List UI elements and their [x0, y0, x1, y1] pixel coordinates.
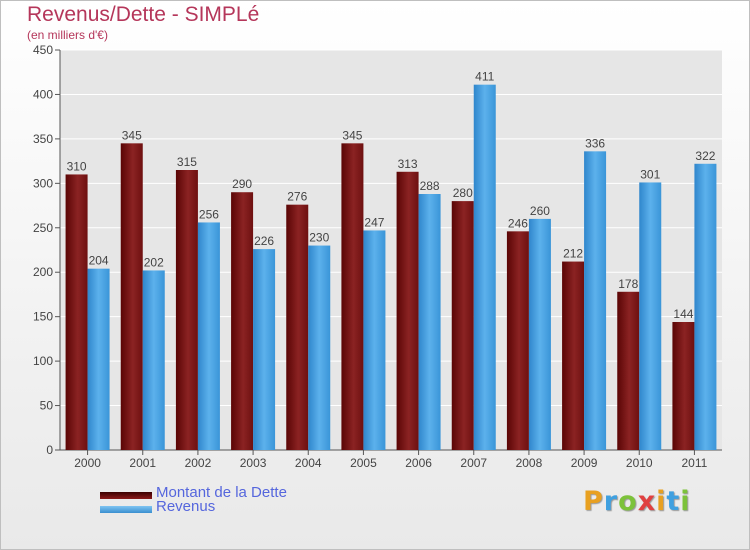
y-tick-label: 0 [46, 443, 53, 457]
data-label-revenus: 260 [530, 204, 550, 218]
data-label-revenus: 322 [695, 149, 715, 163]
x-tick-label: 2004 [295, 456, 322, 470]
logo-letter: i [680, 486, 691, 517]
y-tick-label: 350 [33, 132, 53, 146]
data-label-revenus: 411 [475, 70, 494, 84]
bar-revenus [473, 84, 496, 451]
data-label-revenus: 336 [585, 136, 605, 150]
data-label-dette: 212 [563, 247, 583, 261]
data-label-revenus: 204 [89, 254, 109, 268]
logo-letter: x [637, 486, 657, 517]
bar-revenus [363, 230, 386, 450]
logo-letter: o [618, 486, 638, 517]
data-label-revenus: 301 [640, 167, 660, 181]
bar-dette [286, 204, 309, 450]
x-tick-label: 2000 [74, 456, 101, 470]
y-tick-label: 100 [33, 354, 53, 368]
bar-dette [672, 322, 695, 450]
data-label-dette: 313 [398, 157, 418, 171]
y-tick-label: 50 [40, 399, 54, 413]
data-label-dette: 144 [673, 307, 693, 321]
legend-label-revenus: Revenus [156, 498, 216, 515]
bar-revenus [418, 194, 441, 450]
x-tick-label: 2009 [571, 456, 598, 470]
bar-revenus [87, 268, 110, 450]
bar-dette [396, 171, 419, 450]
x-tick-label: 2001 [129, 456, 156, 470]
data-label-dette: 246 [508, 216, 528, 230]
y-tick-label: 450 [33, 43, 53, 57]
x-tick-label: 2007 [460, 456, 487, 470]
x-tick-label: 2003 [240, 456, 267, 470]
y-tick-label: 250 [33, 221, 53, 235]
bar-dette [341, 143, 364, 451]
y-tick-label: 150 [33, 310, 53, 324]
data-label-dette: 290 [232, 177, 252, 191]
logo-letter: r [603, 486, 619, 517]
data-label-dette: 178 [618, 277, 638, 291]
bar-revenus [197, 222, 220, 450]
logo-letter: t [666, 486, 681, 517]
data-label-revenus: 247 [364, 215, 384, 229]
chart-subtitle: (en milliers d'€) [27, 28, 108, 42]
bar-dette [175, 170, 198, 450]
bar-dette [231, 192, 254, 450]
bar-revenus [584, 151, 607, 451]
chart-title: Revenus/Dette - SIMPLé [27, 3, 260, 26]
data-label-revenus: 202 [144, 255, 164, 269]
bar-dette [617, 291, 640, 450]
logo-letter: i [656, 486, 667, 517]
bar-dette [65, 174, 88, 450]
x-tick-label: 2002 [185, 456, 212, 470]
y-tick-label: 400 [33, 87, 53, 101]
data-label-dette: 276 [287, 190, 307, 204]
x-tick-label: 2011 [682, 456, 708, 470]
legend-swatch-dette [100, 492, 152, 499]
x-tick-label: 2006 [405, 456, 432, 470]
data-label-revenus: 230 [309, 231, 329, 245]
x-tick-label: 2005 [350, 456, 377, 470]
bar-revenus [639, 182, 662, 450]
data-label-revenus: 226 [254, 234, 274, 248]
legend-label-dette: Montant de la Dette [156, 484, 287, 501]
bar-dette [562, 261, 585, 450]
bar-revenus [694, 163, 717, 450]
data-label-dette: 315 [177, 155, 197, 169]
x-tick-label: 2008 [516, 456, 543, 470]
data-label-dette: 345 [122, 128, 142, 142]
data-label-revenus: 288 [420, 179, 440, 193]
data-label-dette: 280 [453, 186, 473, 200]
data-label-dette: 310 [67, 159, 87, 173]
data-label-dette: 345 [342, 128, 362, 142]
x-tick-label: 2010 [626, 456, 653, 470]
data-label-revenus: 256 [199, 207, 219, 221]
bar-dette [506, 231, 529, 450]
y-tick-label: 300 [33, 176, 53, 190]
bar-dette [120, 143, 143, 451]
legend-swatch-revenus [100, 506, 152, 513]
plot-area [60, 50, 722, 450]
proxiti-logo: Proxiti [583, 486, 691, 517]
logo-letter: P [583, 486, 604, 517]
bar-revenus [528, 218, 551, 450]
bar-revenus [253, 249, 276, 450]
bar-dette [451, 201, 474, 450]
bar-revenus [308, 245, 331, 450]
y-tick-label: 200 [33, 265, 53, 279]
bar-revenus [142, 270, 165, 450]
